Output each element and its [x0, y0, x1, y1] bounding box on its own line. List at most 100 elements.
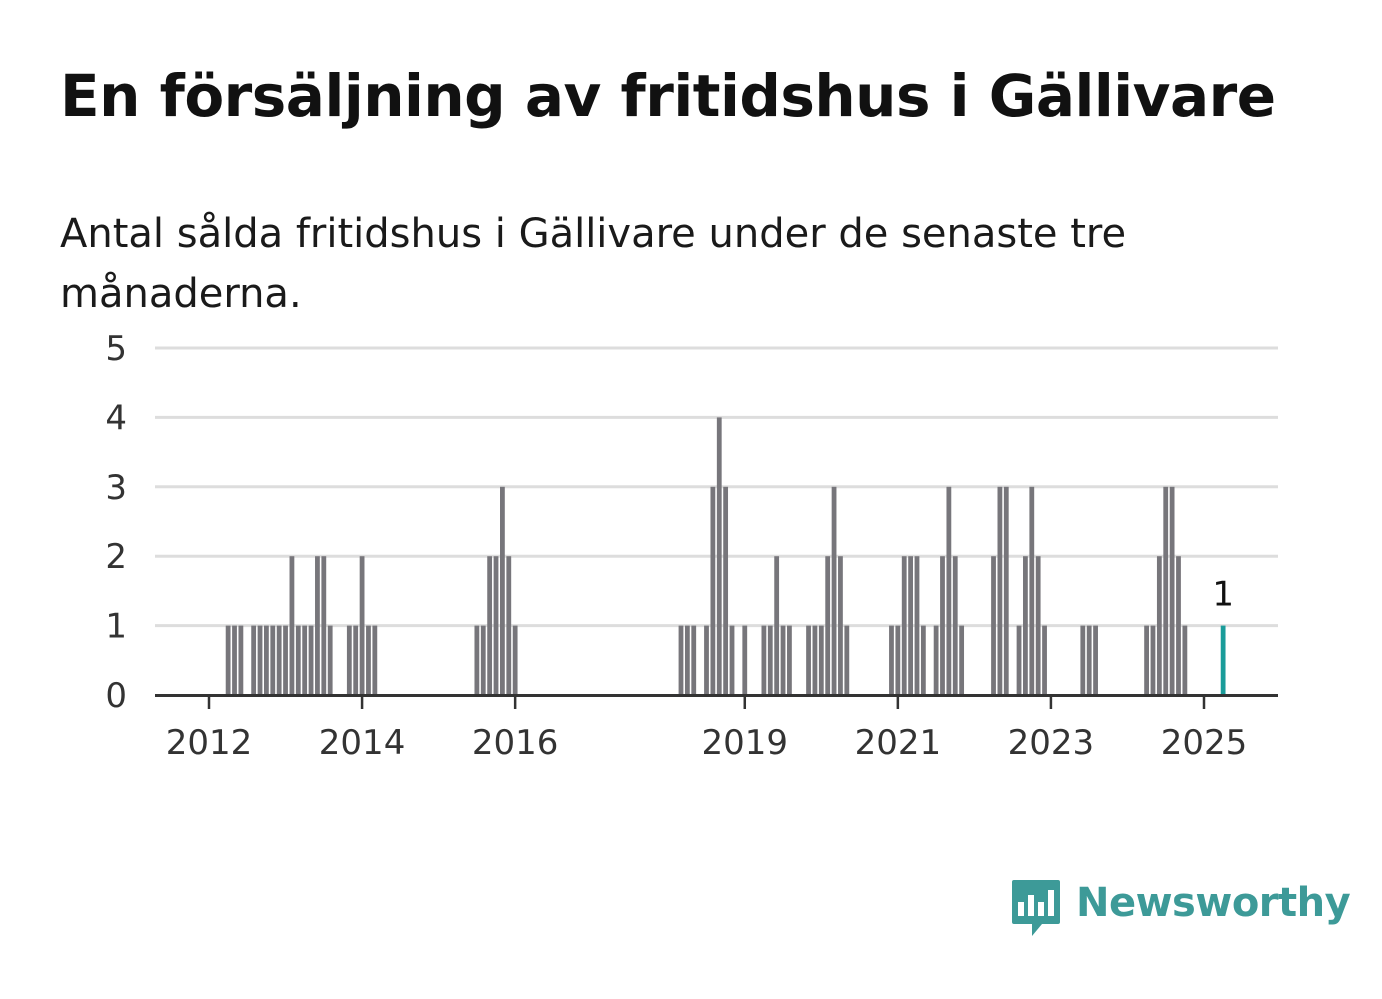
bar	[818, 625, 824, 695]
bar	[232, 625, 237, 695]
bar	[940, 556, 945, 695]
bar	[289, 556, 295, 695]
bar	[704, 625, 709, 695]
bar	[838, 556, 843, 695]
bar	[1042, 625, 1047, 695]
bar	[761, 625, 767, 695]
bar	[767, 625, 773, 695]
bar	[933, 625, 939, 695]
bar	[315, 556, 320, 695]
bar	[500, 486, 505, 695]
x-tick-label: 2025	[1161, 723, 1248, 763]
bar	[493, 556, 499, 695]
x-tick-label: 2016	[472, 723, 559, 763]
brand-name: Newsworthy	[1076, 880, 1351, 926]
y-tick-label: 4	[105, 398, 127, 438]
bar	[359, 556, 365, 695]
bar	[959, 625, 965, 695]
bar	[1144, 625, 1149, 695]
bar	[302, 625, 308, 695]
newsworthy-logo-icon	[1012, 880, 1060, 936]
bar	[487, 556, 493, 695]
bar	[691, 625, 697, 695]
bar	[889, 625, 894, 695]
bar	[780, 625, 786, 695]
bar	[1163, 486, 1169, 695]
bar	[991, 556, 996, 695]
bar	[1003, 486, 1009, 695]
bar	[1176, 556, 1181, 695]
bar	[276, 625, 282, 695]
bar	[1023, 556, 1028, 695]
x-tick-label: 2019	[702, 723, 789, 763]
bar-highlight	[1220, 625, 1226, 695]
bar	[723, 486, 729, 695]
bar	[1086, 625, 1092, 695]
bar	[774, 556, 780, 695]
y-axis-ticks: 0 1 2 3 4 5	[105, 329, 127, 716]
bar	[914, 556, 920, 695]
bar	[901, 556, 907, 695]
bar	[825, 556, 831, 695]
bar	[844, 625, 850, 695]
x-tick-label: 2012	[166, 723, 253, 763]
bar	[251, 625, 257, 695]
bar	[997, 486, 1003, 695]
bar	[1156, 556, 1162, 695]
x-tick-label: 2014	[319, 723, 406, 763]
bar	[353, 625, 359, 695]
chart-subtitle: Antal sålda fritidshus i Gällivare under…	[60, 211, 1127, 317]
bar	[270, 625, 276, 695]
data-labels: 1	[1212, 575, 1234, 615]
y-tick-label: 5	[105, 329, 127, 369]
bar	[506, 556, 512, 695]
data-label: 1	[1212, 575, 1234, 615]
chart-title: En försäljning av fritidshus i Gällivare	[60, 62, 1276, 130]
bar	[908, 556, 913, 695]
bar	[295, 625, 301, 695]
newsworthy-brand: Newsworthy	[1010, 878, 1351, 942]
bar	[1029, 486, 1035, 695]
bar	[257, 625, 263, 695]
bar	[946, 486, 952, 695]
bar	[806, 625, 811, 695]
bar	[238, 625, 244, 695]
bar	[480, 625, 486, 695]
bar	[729, 625, 735, 695]
bar	[1016, 625, 1022, 695]
bar	[1169, 486, 1175, 695]
bar	[920, 625, 926, 695]
bar	[831, 486, 837, 695]
x-axis-ticks: 2012 2014 2016 2019 2021 2023 2025	[166, 695, 1248, 763]
bar	[474, 625, 480, 695]
bar	[1182, 625, 1188, 695]
bar	[716, 417, 722, 695]
y-tick-label: 3	[105, 468, 127, 508]
y-tick-label: 1	[105, 607, 127, 647]
bar	[952, 556, 958, 695]
x-tick-label: 2023	[1008, 723, 1095, 763]
y-tick-label: 0	[105, 676, 127, 716]
bars	[225, 417, 1226, 695]
bar	[678, 625, 684, 695]
bar	[787, 625, 792, 695]
bar	[1035, 556, 1041, 695]
bar	[512, 625, 518, 695]
bar	[1093, 625, 1098, 695]
bar	[710, 486, 716, 695]
bar	[1080, 625, 1086, 695]
bar	[327, 625, 333, 695]
bar	[895, 625, 901, 695]
bar	[366, 625, 371, 695]
bar	[742, 625, 748, 695]
bar	[308, 625, 314, 695]
bar	[321, 556, 327, 695]
y-tick-label: 2	[105, 537, 127, 577]
bar	[264, 625, 269, 695]
x-tick-label: 2021	[855, 723, 942, 763]
bar	[372, 625, 378, 695]
bar	[812, 625, 818, 695]
bar	[1150, 625, 1156, 695]
bar	[283, 625, 288, 695]
